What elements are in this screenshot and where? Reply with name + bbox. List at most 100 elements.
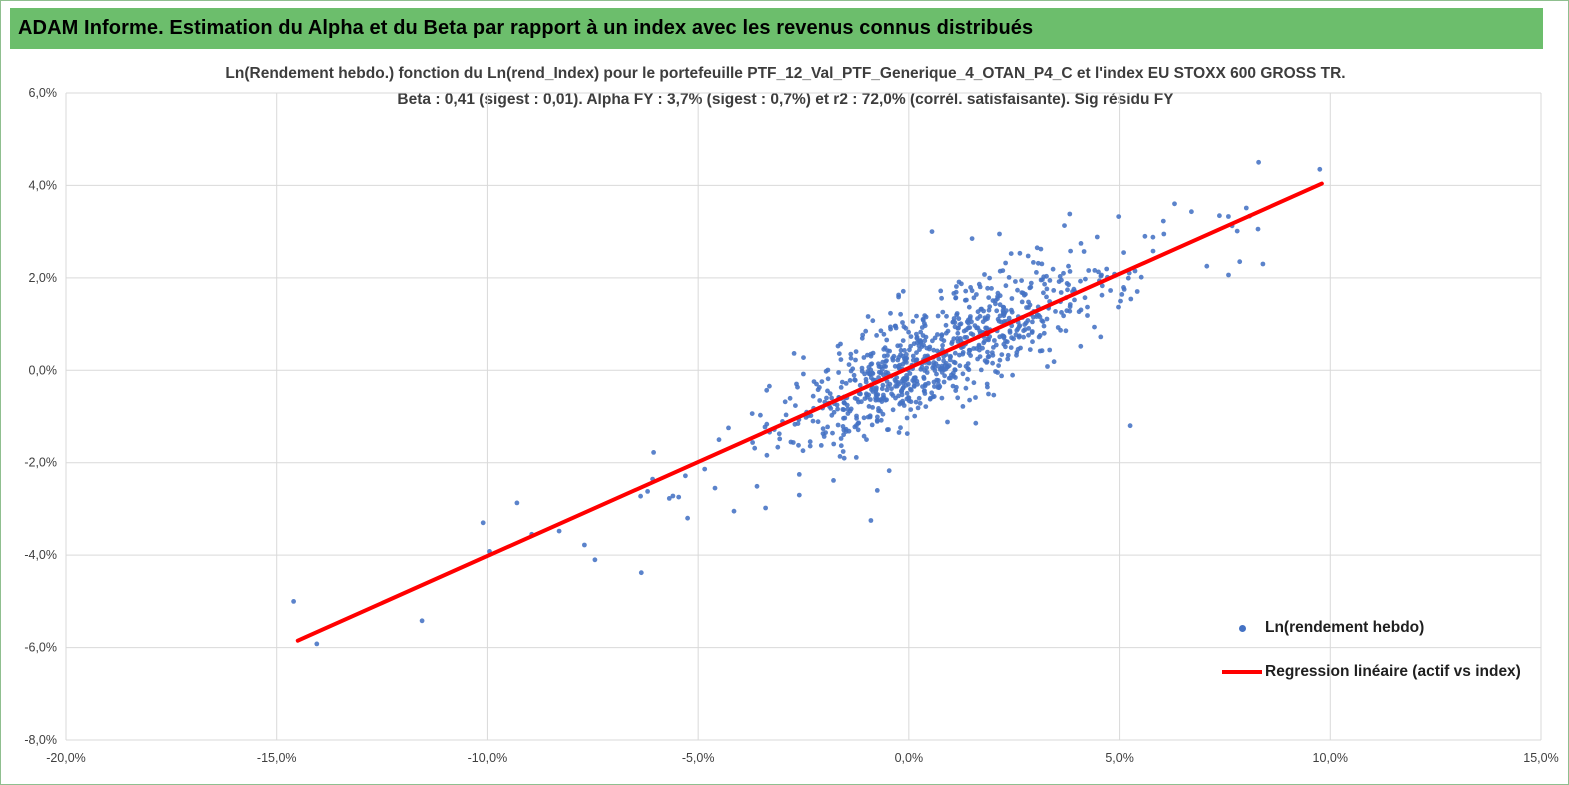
scatter-point [1003, 344, 1008, 350]
scatter-point [968, 285, 973, 290]
scatter-point [929, 229, 935, 235]
scatter-point [835, 406, 840, 412]
scatter-chart[interactable]: Ln(Rendement hebdo.) fonction du Ln(rend… [1, 49, 1569, 785]
scatter-point [842, 415, 848, 421]
scatter-point [1058, 327, 1063, 333]
scatter-point [999, 373, 1004, 379]
scatter-point [916, 343, 922, 349]
scatter-point [906, 329, 911, 335]
scatter-point [908, 386, 913, 392]
scatter-point [1064, 308, 1070, 314]
scatter-point [922, 388, 927, 394]
scatter-point [874, 488, 880, 493]
scatter-point [764, 421, 770, 427]
scatter-point [1030, 319, 1035, 325]
scatter-point [934, 371, 939, 377]
scatter-point [1061, 270, 1066, 276]
scatter-point [975, 309, 981, 315]
scatter-point [814, 381, 819, 387]
scatter-point [928, 395, 933, 401]
scatter-point [890, 355, 895, 361]
scatter-point [1085, 313, 1090, 318]
scatter-point [965, 366, 971, 371]
scatter-point [888, 310, 893, 316]
scatter-point [800, 448, 806, 454]
scatter-point [1317, 166, 1323, 172]
mean-point [983, 330, 990, 337]
scatter-point [898, 425, 903, 431]
scatter-point [990, 360, 995, 366]
scatter-point [961, 328, 967, 334]
scatter-point [840, 424, 846, 429]
scatter-point [921, 374, 927, 380]
scatter-point [914, 378, 920, 384]
regression-line[interactable] [295, 181, 1324, 643]
scatter-point [1172, 201, 1177, 207]
scatter-point [973, 420, 979, 426]
scatter-point [1092, 268, 1098, 273]
scatter-point [917, 347, 922, 352]
scatter-point [841, 455, 847, 461]
scatter-point [1067, 302, 1073, 307]
scatter-point [878, 328, 884, 334]
scatter-point [792, 421, 798, 427]
scatter-point [863, 379, 869, 385]
scatter-point [952, 350, 958, 356]
scatter-point [1067, 211, 1073, 217]
scatter-point [907, 371, 913, 376]
scatter-point [1042, 281, 1047, 287]
scatter-point [954, 312, 959, 318]
scatter-point [810, 393, 816, 399]
plot-area[interactable]: -20,0% -15,0% -10,0% -5,0% 0,0% 5,0% 10,0% 15,0… [1, 49, 1569, 785]
scatter-point [841, 427, 847, 433]
scatter-point [963, 288, 969, 294]
scatter-point [977, 313, 983, 319]
scatter-point [997, 302, 1003, 308]
scatter-point [989, 350, 995, 355]
scatter-point [900, 398, 905, 404]
legend-regression-marker-icon [1219, 670, 1265, 674]
scatter-point [1234, 228, 1240, 234]
legend-item-scatter[interactable]: Ln(rendement hebdo) [1219, 619, 1521, 637]
scatter-point [860, 332, 866, 338]
scatter-point [1066, 263, 1071, 269]
scatter-point [898, 352, 903, 358]
scatter-point [955, 330, 961, 336]
scatter-point [838, 357, 844, 362]
legend-item-regression[interactable]: Regression linéaire (actif vs index) [1219, 663, 1521, 681]
scatter-point [896, 294, 901, 300]
scatter-point [995, 316, 1001, 322]
scatter-point [994, 308, 1000, 314]
scatter-point [853, 349, 859, 354]
scatter-point [992, 338, 997, 343]
scatter-point [876, 406, 881, 411]
scatter-point [1256, 159, 1261, 165]
scatter-point [911, 383, 917, 389]
scatter-point [919, 325, 925, 330]
scatter-point [941, 338, 947, 344]
scatter-point [1059, 310, 1064, 315]
scatter-point [913, 399, 919, 405]
scatter-point [970, 332, 976, 337]
scatter-point [818, 443, 824, 448]
scatter-point [1021, 328, 1026, 334]
x-tick-label: -5,0% [682, 751, 715, 765]
scatter-point [1004, 339, 1010, 345]
scatter-point [986, 307, 992, 313]
scatter-point [883, 364, 888, 369]
scatter-point [918, 329, 924, 335]
scatter-point [702, 466, 708, 472]
scatter-point [977, 284, 983, 290]
scatter-point [943, 366, 949, 372]
scatter-point [1138, 274, 1144, 280]
chart-title-line1: Ln(Rendement hebdo.) fonction du Ln(rend… [225, 65, 1346, 82]
scatter-point [979, 306, 984, 312]
x-tick-label: 10,0% [1313, 751, 1348, 765]
scatter-point [874, 419, 880, 424]
scatter-point [935, 332, 940, 337]
scatter-point [939, 395, 945, 401]
scatter-point [1025, 253, 1031, 259]
scatter-point [900, 320, 905, 325]
scatter-point [1044, 286, 1050, 292]
scatter-point [314, 641, 320, 647]
